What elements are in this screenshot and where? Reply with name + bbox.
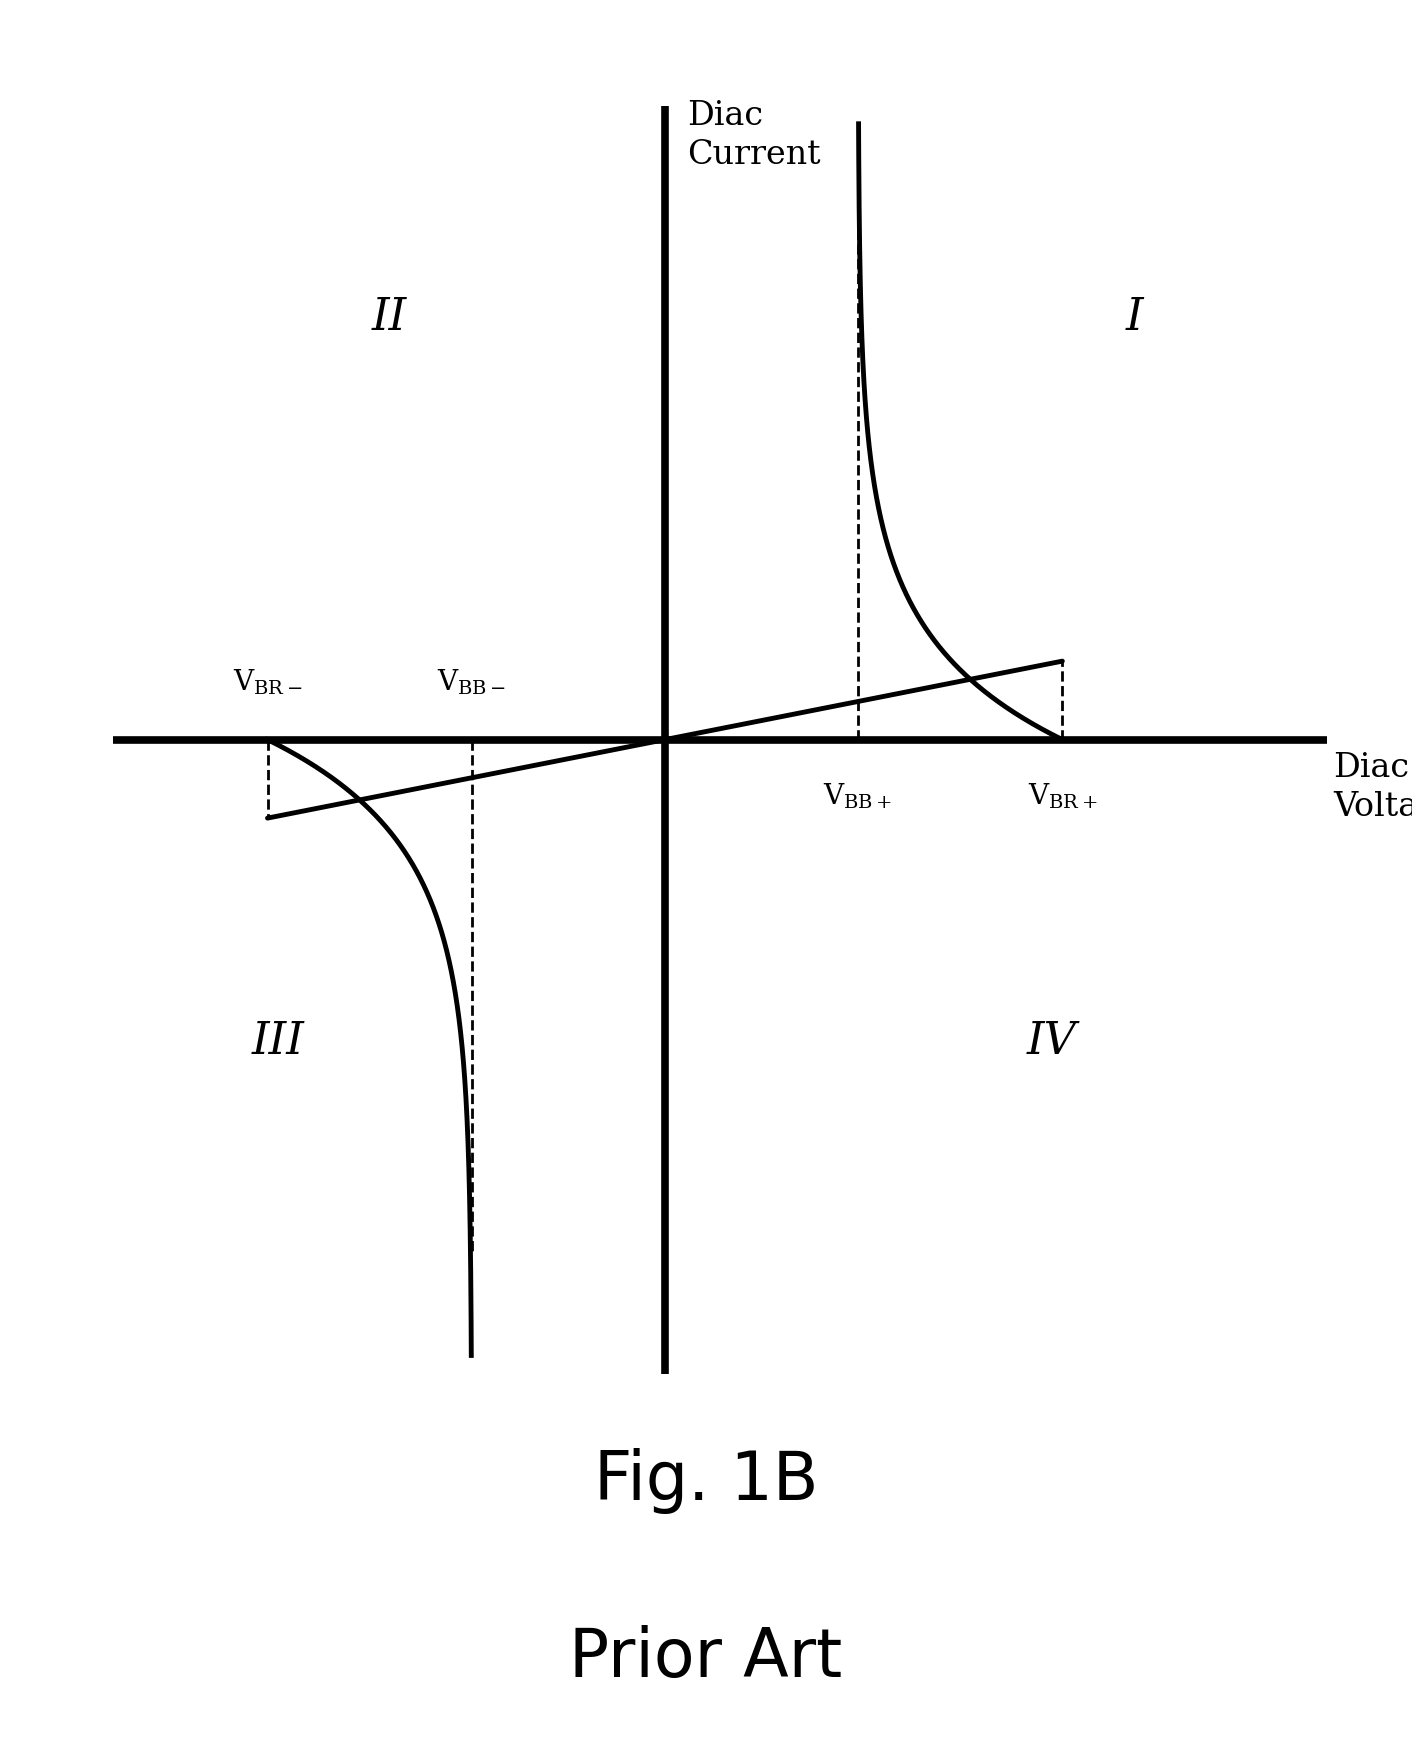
Text: Diac
Voltage: Diac Voltage bbox=[1333, 752, 1412, 822]
Text: $\mathregular{V_{BR-}}$: $\mathregular{V_{BR-}}$ bbox=[233, 667, 302, 697]
Text: $\mathregular{V_{BB-}}$: $\mathregular{V_{BB-}}$ bbox=[438, 667, 507, 697]
Text: $\mathregular{V_{BB+}}$: $\mathregular{V_{BB+}}$ bbox=[823, 782, 892, 812]
Text: $\mathregular{V_{BR+}}$: $\mathregular{V_{BR+}}$ bbox=[1028, 782, 1097, 812]
Text: Diac
Current: Diac Current bbox=[688, 100, 820, 171]
Text: Fig. 1B: Fig. 1B bbox=[594, 1449, 818, 1514]
Text: Prior Art: Prior Art bbox=[569, 1625, 843, 1691]
Text: I: I bbox=[1125, 296, 1142, 338]
Text: II: II bbox=[371, 296, 407, 338]
Text: IV: IV bbox=[1027, 1020, 1076, 1064]
Text: III: III bbox=[253, 1020, 305, 1064]
